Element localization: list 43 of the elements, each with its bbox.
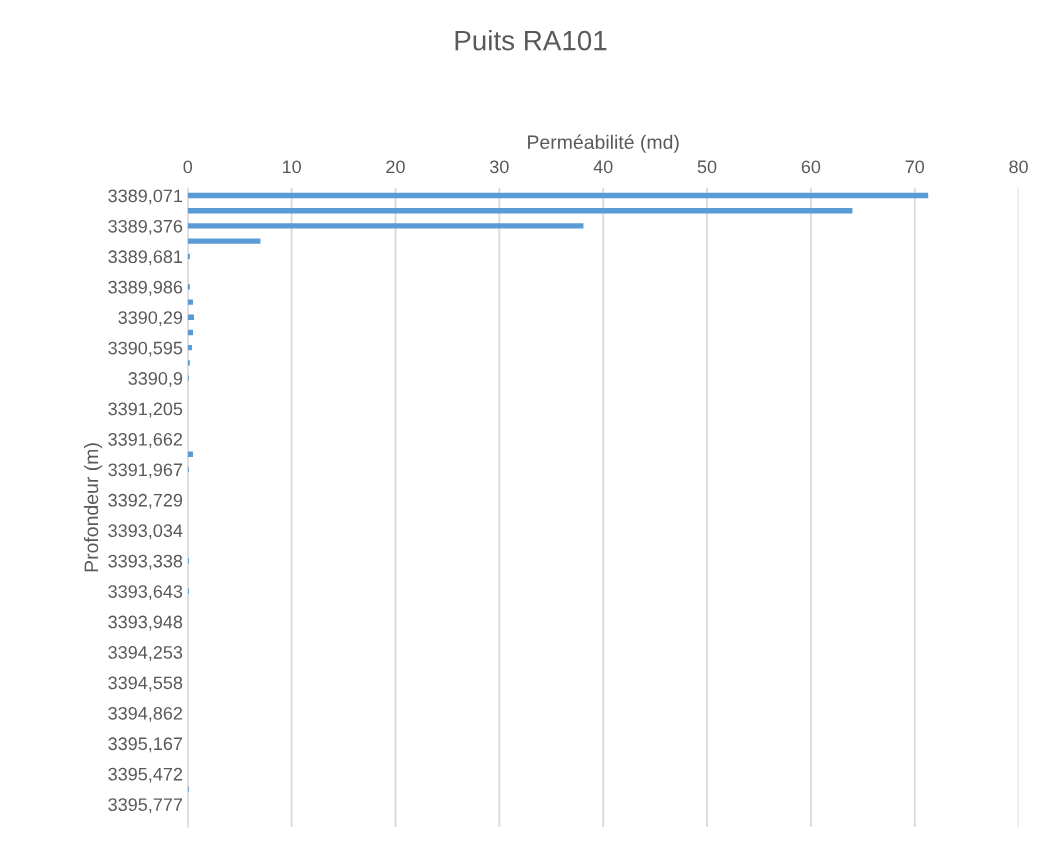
x-tick-label: 70 <box>905 160 925 174</box>
bar <box>187 253 190 260</box>
bar <box>187 284 190 290</box>
bar <box>187 345 192 351</box>
x-tick-label: 20 <box>386 160 405 174</box>
x-tick-label: 10 <box>282 160 301 174</box>
y-tick-label: 3392,729 <box>108 493 183 509</box>
y-tick-label: 3390,29 <box>118 311 183 327</box>
y-tick-label: 3393,338 <box>108 554 183 570</box>
y-tick-label: 3389,681 <box>108 250 183 266</box>
bar <box>187 223 584 229</box>
y-tick-label: 3389,376 <box>108 219 183 235</box>
y-tick-label: 3390,9 <box>128 372 183 387</box>
x-tick-label: 40 <box>593 160 613 174</box>
y-tick-label: 3390,595 <box>108 341 183 357</box>
y-axis-title: Profondeur (m) <box>83 443 103 572</box>
y-tick-label: 3391,205 <box>108 402 183 418</box>
y-tick-label: 3391,967 <box>108 463 183 479</box>
bar <box>187 192 929 199</box>
y-tick-label: 3393,948 <box>108 615 183 631</box>
x-tick-label: 80 <box>1009 160 1028 174</box>
y-tick-label: 3395,472 <box>108 767 183 783</box>
y-tick-label: 3394,862 <box>108 706 183 722</box>
x-tick-label: 50 <box>697 160 717 174</box>
y-tick-label: 3395,777 <box>108 798 183 814</box>
bar <box>187 299 193 305</box>
bar <box>187 208 853 214</box>
y-tick-label: 3389,071 <box>108 189 183 205</box>
bar <box>187 360 190 366</box>
bar <box>187 238 261 244</box>
y-tick-label: 3394,558 <box>108 676 183 692</box>
y-tick-label: 3393,643 <box>108 585 183 601</box>
x-axis-title: Perméabilité (md) <box>528 134 679 153</box>
x-tick-label: 0 <box>183 160 193 174</box>
y-tick-label: 3389,986 <box>108 280 183 296</box>
y-tick-label: 3394,253 <box>108 646 183 661</box>
y-tick-label: 3391,662 <box>108 432 183 448</box>
x-tick-label: 60 <box>801 160 821 174</box>
chart-title: Puits RA101 <box>455 30 607 51</box>
y-tick-label: 3395,167 <box>108 737 183 753</box>
y-tick-label: 3393,034 <box>108 524 183 540</box>
bar <box>187 314 195 320</box>
x-tick-label: 30 <box>489 160 509 174</box>
